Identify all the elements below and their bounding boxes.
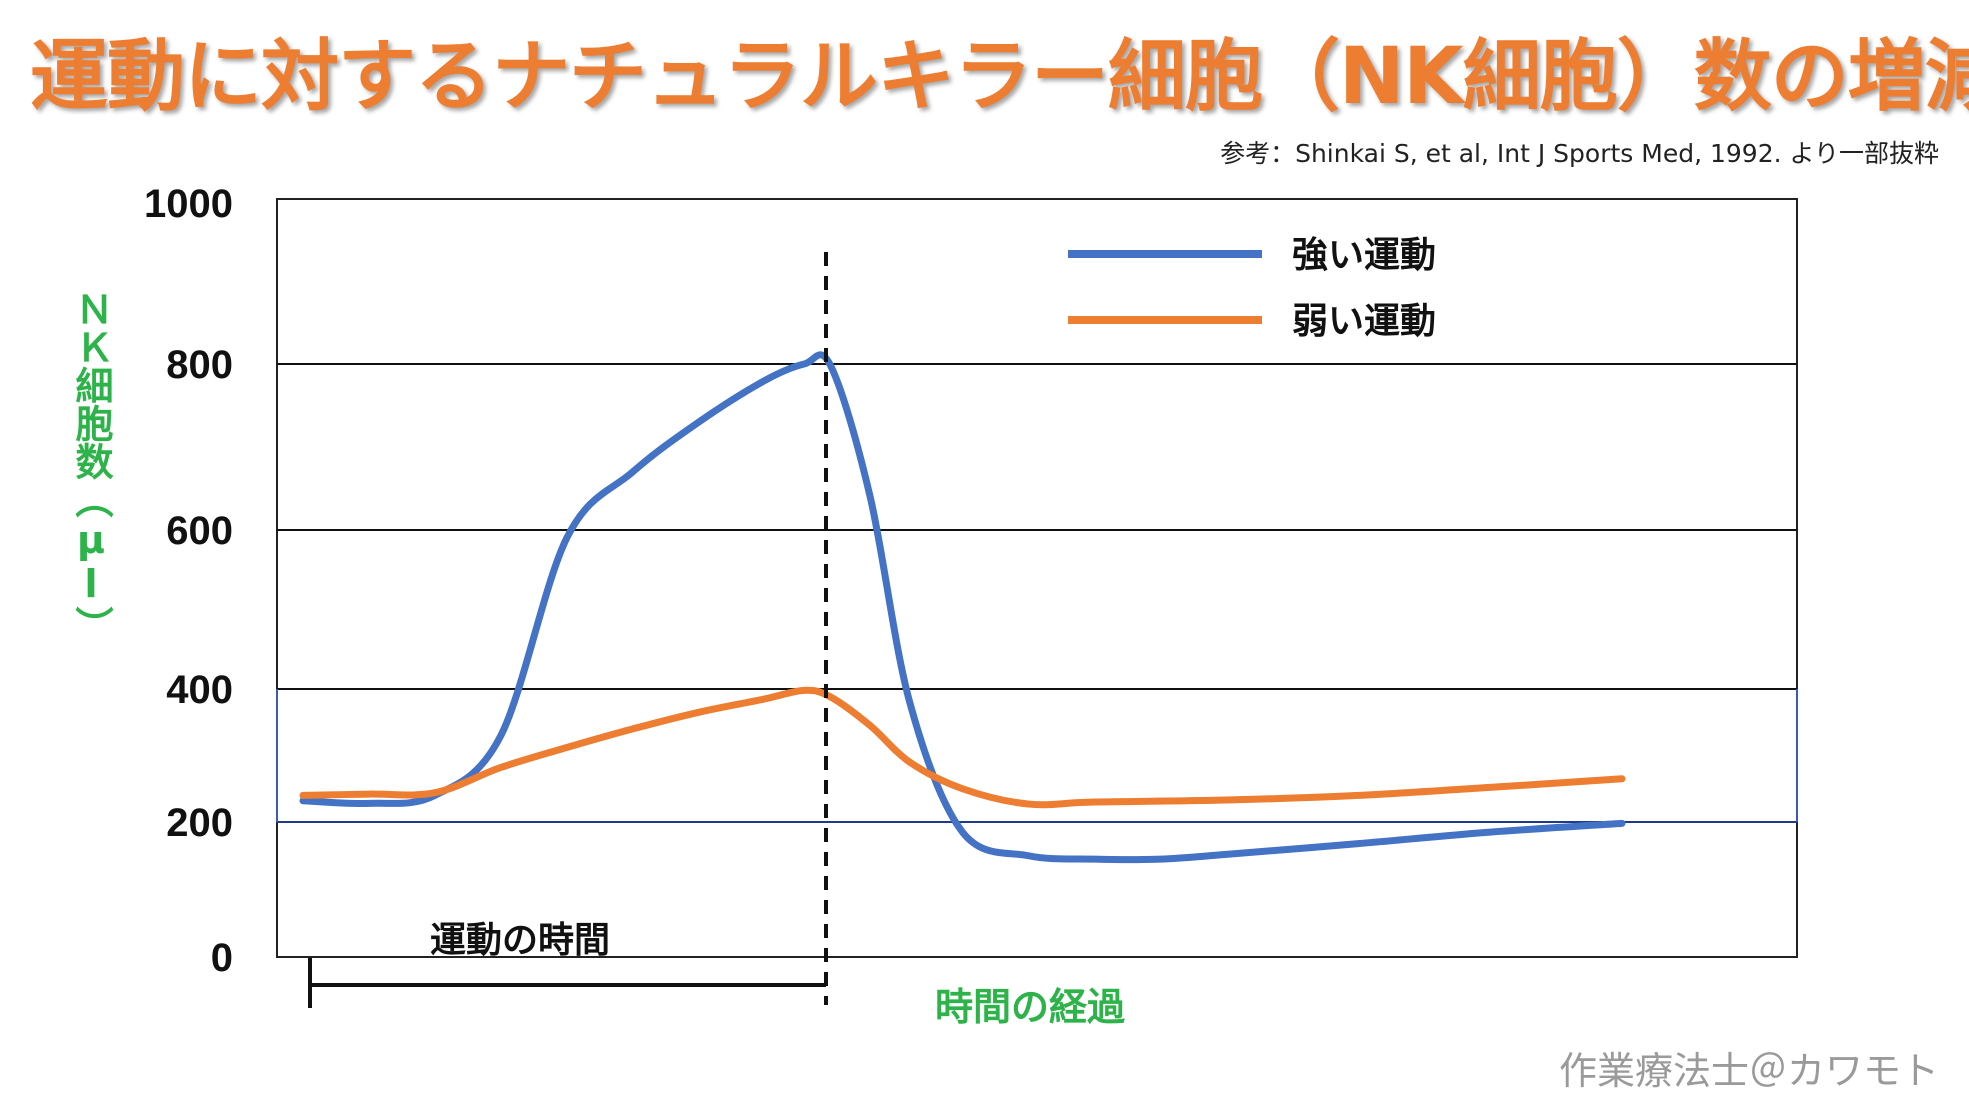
x-axis-label: 時間の経過 — [935, 985, 1126, 1029]
plot-area — [276, 198, 1798, 958]
y-tick-label-600: 600 — [166, 509, 233, 553]
series-line-strong — [299, 351, 1626, 864]
y-tick-label-200: 200 — [166, 801, 233, 845]
source-citation: 参考：Shinkai S, et al, Int J Sports Med, 1… — [1220, 139, 1939, 168]
gridlines — [276, 363, 1798, 823]
legend-label-weak: 弱い運動 — [1292, 301, 1436, 342]
y-tick-label-800: 800 — [166, 343, 233, 387]
legend-label-strong: 強い運動 — [1292, 235, 1436, 276]
author-credit: 作業療法士＠カワモト — [1558, 1049, 1939, 1093]
exercise-period-label: 運動の時間 — [430, 920, 610, 961]
exercise-period-bracket: 運動の時間 — [308, 920, 826, 1008]
series-line-weak — [299, 686, 1626, 809]
y-tick-label-400: 400 — [166, 668, 233, 712]
legend: 強い運動 弱い運動 — [1068, 235, 1436, 342]
y-axis-label: ＮＫ細胞数（μl） — [69, 290, 113, 644]
y-tick-label-0: 0 — [211, 936, 233, 980]
y-axis-ticks: 1000 800 600 400 200 0 — [144, 182, 233, 980]
y-tick-label-1000: 1000 — [144, 182, 233, 226]
series-lines — [299, 351, 1626, 864]
chart-title: 運動に対するナチュラルキラー細胞（NK細胞）数の増減 — [30, 32, 1969, 122]
